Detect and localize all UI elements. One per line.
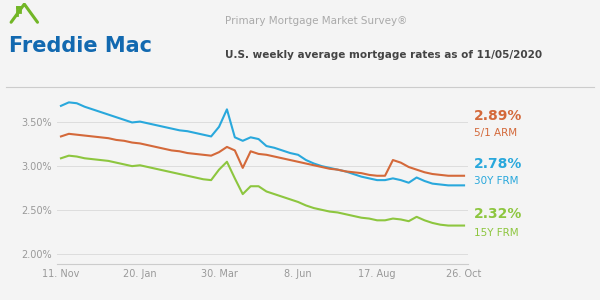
Text: Freddie Mac: Freddie Mac xyxy=(9,36,152,56)
Text: U.S. weekly average mortgage rates as of 11/05/2020: U.S. weekly average mortgage rates as of… xyxy=(225,50,542,59)
Text: 2.78%: 2.78% xyxy=(474,157,523,170)
Text: 30Y FRM: 30Y FRM xyxy=(474,176,518,187)
Text: 2.32%: 2.32% xyxy=(474,208,523,221)
Text: 5/1 ARM: 5/1 ARM xyxy=(474,128,517,139)
Text: Primary Mortgage Market Survey®: Primary Mortgage Market Survey® xyxy=(225,16,407,26)
Text: 2.89%: 2.89% xyxy=(474,109,523,122)
Text: 15Y FRM: 15Y FRM xyxy=(474,227,518,238)
